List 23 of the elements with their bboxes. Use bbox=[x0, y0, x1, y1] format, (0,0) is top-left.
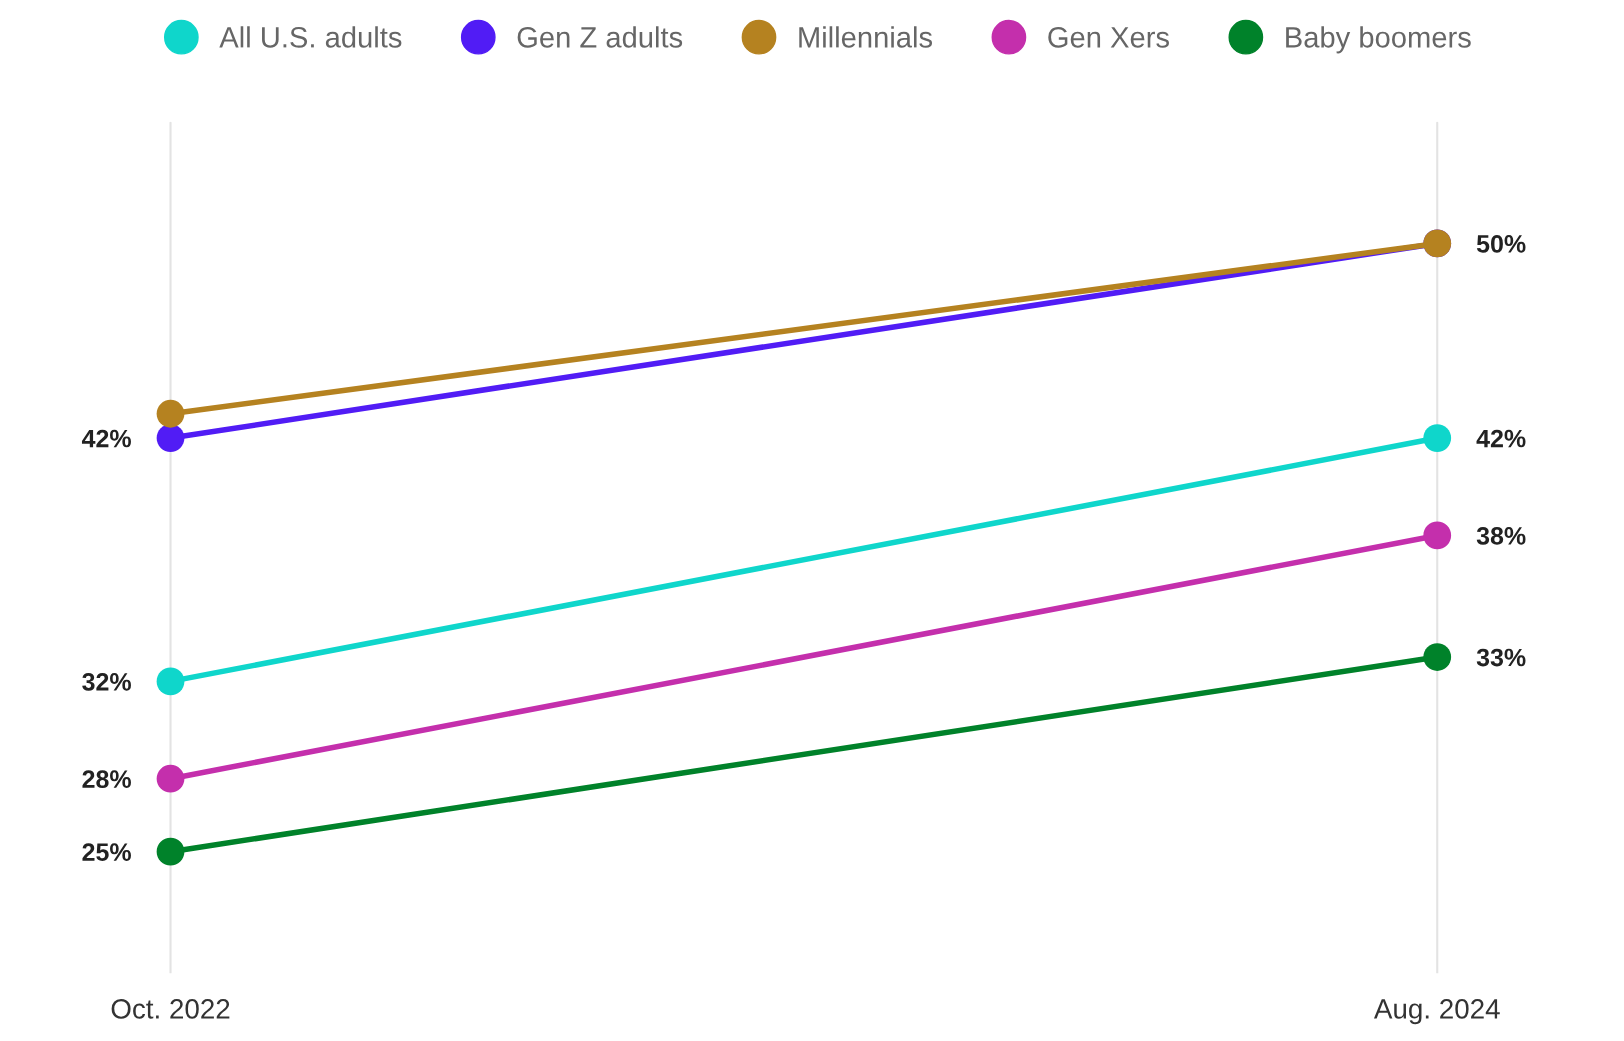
legend-label: All U.S. adults bbox=[219, 26, 402, 48]
data-label: 28% bbox=[82, 770, 131, 788]
data-label: 32% bbox=[82, 672, 131, 691]
data-label: 42% bbox=[81, 429, 131, 448]
point bbox=[1423, 521, 1452, 550]
point bbox=[156, 667, 185, 696]
data-label: 42% bbox=[1476, 429, 1526, 448]
data-label: 50% bbox=[1476, 235, 1526, 253]
x-tick-label: Oct. 2022 bbox=[111, 999, 230, 1019]
legend-label: Gen Z adults bbox=[517, 26, 683, 48]
point bbox=[156, 424, 185, 452]
data-label: 38% bbox=[1476, 527, 1526, 545]
legend-label: Gen Xers bbox=[1048, 27, 1169, 48]
data-label: 25% bbox=[82, 843, 131, 861]
x-tick-label: Aug. 2024 bbox=[1373, 999, 1500, 1025]
data-label: 33% bbox=[1476, 648, 1526, 667]
point bbox=[1423, 424, 1452, 452]
point bbox=[156, 837, 185, 866]
legend-label: Millennials bbox=[799, 26, 933, 48]
legend-label: Baby boomers bbox=[1286, 26, 1471, 54]
point bbox=[1423, 643, 1452, 671]
point bbox=[156, 399, 185, 428]
point bbox=[156, 764, 185, 793]
